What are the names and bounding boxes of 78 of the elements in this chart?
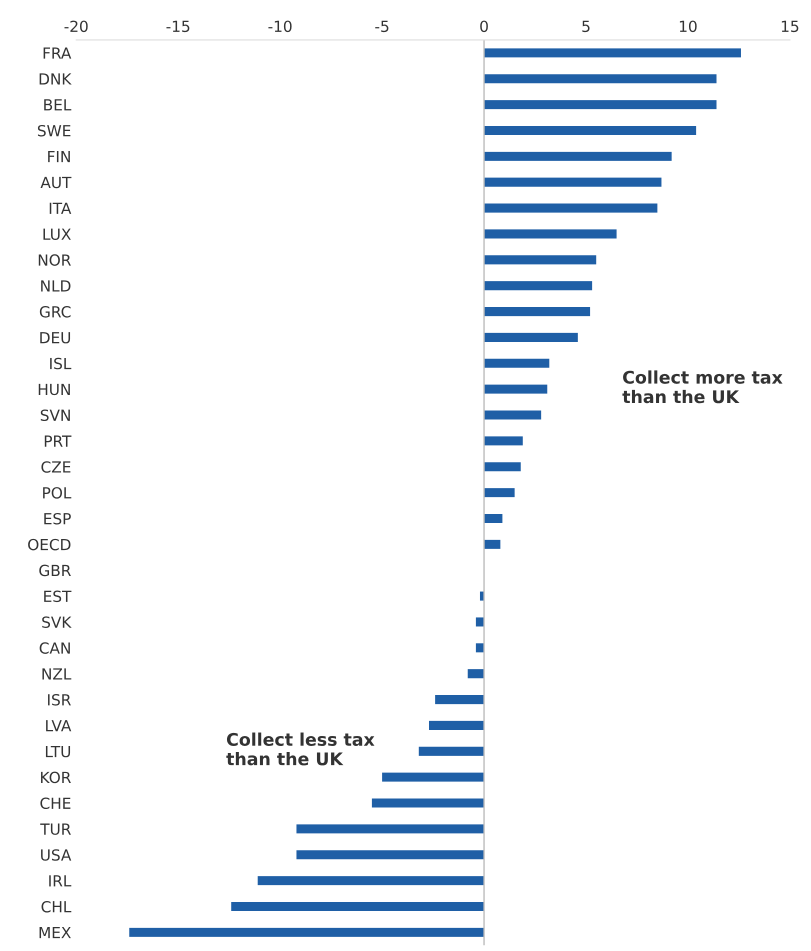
y-tick-label: TUR bbox=[40, 824, 71, 835]
y-tick-label: CHE bbox=[40, 797, 70, 810]
bar bbox=[484, 74, 717, 84]
y-tick-label: DNK bbox=[40, 73, 72, 85]
y-tick-label: CAN bbox=[40, 642, 70, 654]
y-tick-label: ITA bbox=[50, 202, 72, 214]
y-tick-label: HUN bbox=[38, 384, 70, 396]
bar bbox=[484, 126, 696, 136]
y-tick-label: KOR bbox=[41, 772, 71, 784]
bar bbox=[476, 643, 484, 652]
bar bbox=[476, 617, 484, 626]
bar bbox=[484, 540, 500, 549]
bar bbox=[484, 436, 523, 446]
y-tick-label: SVN bbox=[40, 409, 70, 422]
x-tick-label: 5 bbox=[582, 20, 590, 32]
y-tick-label: ESP bbox=[44, 512, 71, 525]
bar bbox=[484, 384, 548, 394]
y-tick-label: GBR bbox=[39, 564, 71, 576]
y-tick-label: POL bbox=[43, 487, 72, 499]
y-tick-label: LUX bbox=[43, 228, 71, 240]
y-tick-label: NLD bbox=[41, 280, 70, 292]
y-tick-label: PRT bbox=[44, 436, 72, 447]
x-tick-label: 15 bbox=[782, 20, 798, 32]
bar bbox=[484, 514, 502, 524]
y-tick-label: GRC bbox=[40, 306, 71, 318]
y-tick-label: LVA bbox=[46, 720, 72, 732]
y-tick-label: CHL bbox=[42, 900, 72, 913]
x-tick-label: -15 bbox=[166, 20, 190, 32]
y-tick-label: LTU bbox=[46, 746, 70, 758]
bar bbox=[484, 307, 590, 316]
y-tick-label: FIN bbox=[48, 151, 70, 162]
x-tick-label: -5 bbox=[375, 20, 388, 32]
y-tick-label: ISR bbox=[48, 694, 71, 706]
bar bbox=[484, 204, 658, 213]
bar bbox=[484, 488, 515, 498]
bar bbox=[484, 255, 596, 264]
bar bbox=[468, 669, 484, 678]
y-tick-label: MEX bbox=[40, 927, 71, 938]
bar bbox=[484, 358, 550, 368]
y-tick-label: DEU bbox=[40, 332, 70, 344]
y-tick-label: CZE bbox=[41, 461, 70, 473]
bar bbox=[129, 928, 484, 937]
bar bbox=[484, 178, 662, 187]
bar bbox=[231, 902, 484, 912]
x-tick-label: 10 bbox=[680, 20, 697, 32]
bar bbox=[428, 720, 484, 730]
annotation: Collect less tax than the UK bbox=[226, 732, 374, 766]
bar bbox=[484, 410, 542, 420]
bar bbox=[484, 229, 617, 238]
x-tick-label: -20 bbox=[64, 20, 88, 32]
bar bbox=[382, 772, 484, 782]
bar bbox=[484, 332, 578, 342]
bar bbox=[484, 462, 521, 472]
y-tick-label: USA bbox=[41, 849, 72, 861]
bar bbox=[484, 48, 741, 58]
bar bbox=[296, 850, 484, 860]
x-tick-label: -10 bbox=[268, 20, 292, 32]
bar bbox=[296, 824, 484, 834]
bar bbox=[484, 152, 672, 161]
bar bbox=[484, 281, 592, 290]
y-tick-label: IRL bbox=[49, 875, 72, 886]
y-tick-label: BEL bbox=[44, 99, 72, 110]
y-tick-label: AUT bbox=[40, 176, 72, 188]
y-tick-label: NOR bbox=[38, 254, 71, 266]
y-tick-label: ISL bbox=[50, 358, 72, 370]
bar bbox=[372, 798, 484, 808]
annotation: Collect more tax than the UK bbox=[622, 370, 783, 404]
y-tick-label: EST bbox=[44, 590, 72, 602]
y-tick-label: FRA bbox=[44, 48, 72, 59]
y-tick-label: OECD bbox=[28, 538, 70, 550]
bar bbox=[435, 695, 484, 704]
y-tick-label: NZL bbox=[42, 668, 72, 680]
bar bbox=[258, 876, 484, 886]
bar bbox=[484, 100, 717, 110]
y-tick-label: SWE bbox=[38, 124, 70, 136]
bar bbox=[418, 746, 484, 756]
y-tick-label: SVK bbox=[42, 616, 72, 628]
x-tick-label: 0 bbox=[480, 20, 488, 32]
